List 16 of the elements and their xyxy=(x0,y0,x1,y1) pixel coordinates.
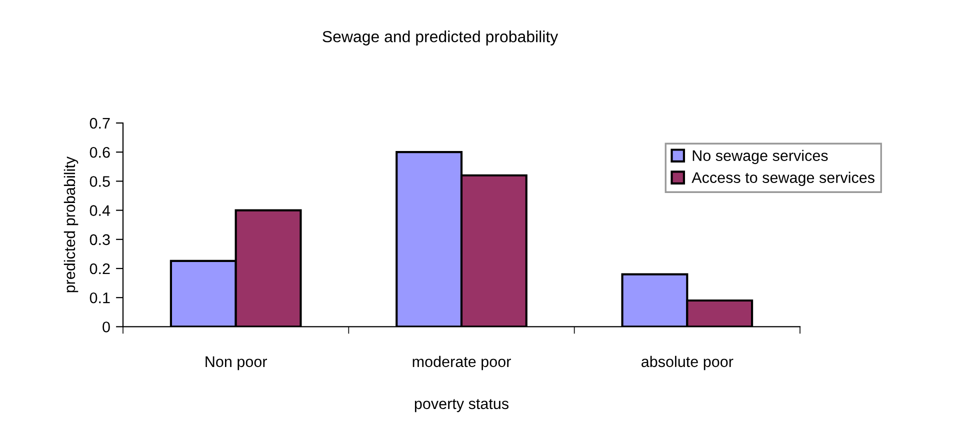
chart-title: Sewage and predicted probability xyxy=(322,30,558,46)
y-tick-label: 0.4 xyxy=(90,205,110,216)
y-tick-label: 0.5 xyxy=(90,176,110,187)
legend-label: No sewage services xyxy=(692,150,828,164)
y-tick-label: 0 xyxy=(102,322,110,332)
y-tick-label: 0.3 xyxy=(90,234,110,246)
x-tick-label: moderate poor xyxy=(412,356,511,370)
y-tick-label: 0.2 xyxy=(90,263,110,274)
y-axis-title: predicted probability xyxy=(64,156,78,292)
y-tick-label: 0.7 xyxy=(90,118,110,129)
x-tick-label: Non poor xyxy=(206,356,268,370)
y-tick-label: 0.6 xyxy=(90,146,110,158)
x-axis-title: poverty status xyxy=(414,399,509,412)
x-tick-label: absolute poor xyxy=(642,356,734,370)
legend-label: Access to sewage services xyxy=(692,172,874,186)
y-tick-label: 0.1 xyxy=(90,292,110,304)
